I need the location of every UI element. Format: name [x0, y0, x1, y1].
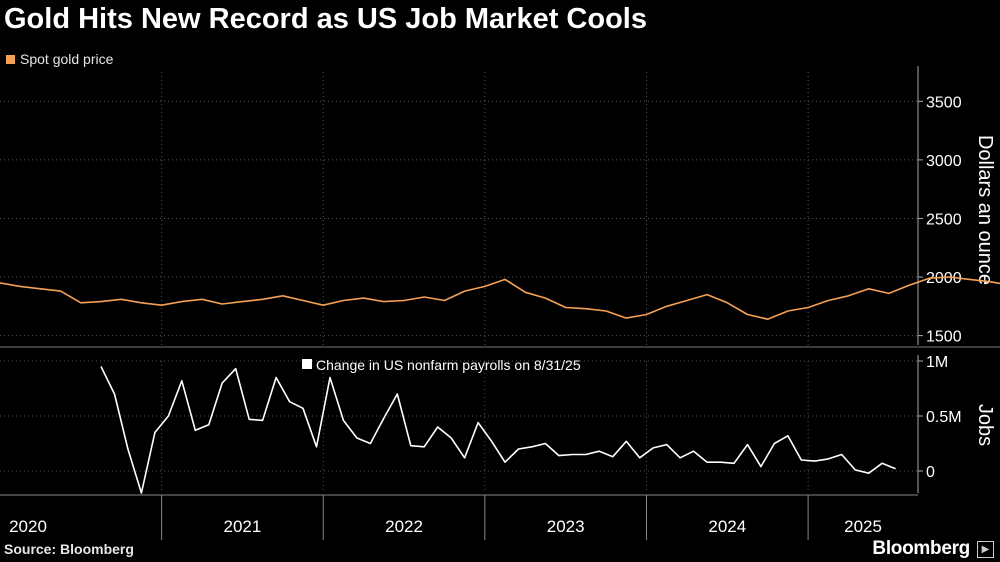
chart-title: Gold Hits New Record as US Job Market Co…: [4, 3, 647, 35]
gold-legend-label: Spot gold price: [20, 51, 114, 67]
x-tick-label: 2024: [708, 517, 746, 536]
gold-ytick-label: 2500: [926, 211, 962, 228]
jobs-ylabel: Jobs: [974, 404, 996, 446]
gold-legend-swatch: [6, 54, 15, 64]
terminal-icon: ▶: [977, 541, 994, 558]
gold-ytick-label: 2000: [926, 270, 962, 287]
gold-ylabel: Dollars an ounce: [974, 135, 996, 285]
gold-legend: Spot gold price: [6, 51, 113, 67]
jobs-series-line: [100, 366, 896, 494]
x-tick-label: 2021: [224, 517, 262, 536]
brand-logo: Bloomberg: [872, 538, 970, 559]
source-note: Source: Bloomberg: [4, 541, 134, 557]
jobs-ytick-label: 0: [926, 464, 935, 481]
x-tick-label: 2025: [844, 517, 882, 536]
gold-series-line: [0, 276, 1000, 320]
jobs-legend-label: Change in US nonfarm payrolls on 8/31/25: [316, 357, 581, 373]
x-tick-label: 2020: [9, 517, 47, 536]
jobs-ytick-label: 0.5M: [926, 409, 962, 426]
gold-ytick-label: 1500: [926, 329, 962, 346]
gold-ytick-label: 3000: [926, 153, 962, 170]
x-tick-label: 2022: [385, 517, 423, 536]
x-tick-label: 2023: [547, 517, 585, 536]
gold-ytick-label: 3500: [926, 94, 962, 111]
jobs-ytick-label: 1M: [926, 354, 948, 371]
jobs-legend-swatch: [302, 359, 312, 369]
